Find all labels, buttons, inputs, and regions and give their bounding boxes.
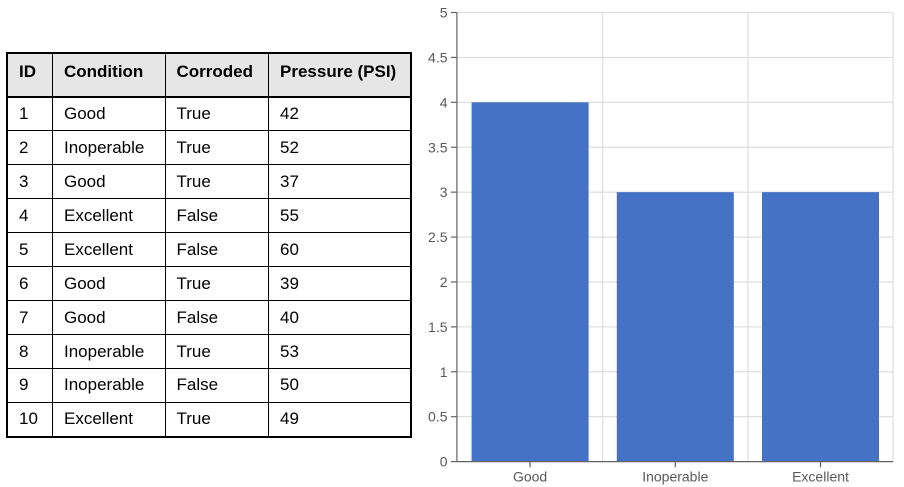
y-axis-label: 5 <box>440 5 448 21</box>
table-cell: Good <box>52 95 166 132</box>
table-body: 1 Good True 42 2 Inoperable True 52 3 Good True 37 4… <box>6 95 412 438</box>
bar-good <box>471 102 589 462</box>
y-axis-label: 3.5 <box>428 139 448 155</box>
pipes-table: ID Condition Corroded Pressure (PSI) 1 Good T… <box>6 52 412 438</box>
table-row: 4 Excellent False 55 <box>6 198 412 234</box>
table-cell: Excellent <box>52 232 166 268</box>
table-cell: Good <box>52 300 166 336</box>
category-label: Inoperable <box>642 468 708 484</box>
y-axis-label: 4.5 <box>428 49 448 65</box>
table-cell: False <box>164 198 269 234</box>
table-cell: False <box>164 368 269 403</box>
y-axis-label: 2.5 <box>428 229 448 245</box>
table-cell: Excellent <box>52 401 166 438</box>
y-axis-label: 1.5 <box>428 319 448 335</box>
table-row: 7 Good False 40 <box>6 300 412 336</box>
table-cell: True <box>164 334 269 369</box>
table-row: 1 Good True 42 <box>6 95 412 132</box>
table-row: 5 Excellent False 60 <box>6 232 412 268</box>
table-row: 6 Good True 39 <box>6 266 412 302</box>
y-axis-label: 3 <box>440 184 448 200</box>
category-label: Excellent <box>792 468 849 484</box>
table-cell: 10 <box>6 401 53 438</box>
y-axis-label: 0.5 <box>428 409 448 425</box>
column-header-id: ID <box>6 52 53 98</box>
y-axis-label: 2 <box>440 274 448 290</box>
table-cell: Inoperable <box>52 130 166 166</box>
table-row: 2 Inoperable True 52 <box>6 130 412 166</box>
table-cell: 52 <box>268 130 412 166</box>
table-cell: 60 <box>268 232 412 268</box>
y-axis-labels: 0 0.5 1 1.5 2 2.5 3 3.5 4 4.5 5 <box>428 5 448 470</box>
table-cell: Inoperable <box>52 368 166 403</box>
axes <box>450 11 894 468</box>
table-cell: 42 <box>268 95 412 132</box>
table-cell: 55 <box>268 198 412 234</box>
category-labels: Good Inoperable Excellent <box>513 468 849 484</box>
table-cell: 5 <box>6 232 53 268</box>
table-cell: 49 <box>268 401 412 438</box>
column-header-condition: Condition <box>52 52 166 98</box>
table-cell: True <box>164 95 269 132</box>
y-axis-label: 1 <box>440 364 448 380</box>
table-cell: True <box>164 130 269 166</box>
category-label: Good <box>513 468 547 484</box>
table-cell: Good <box>52 266 166 302</box>
table-cell: Excellent <box>52 198 166 234</box>
table-row: 10 Excellent True 49 <box>6 401 412 438</box>
table-cell: Inoperable <box>52 334 166 369</box>
table-header-row: ID Condition Corroded Pressure (PSI) <box>6 52 412 98</box>
table-row: 9 Inoperable False 50 <box>6 368 412 403</box>
y-axis-label: 0 <box>440 454 448 470</box>
y-axis-label: 4 <box>440 94 448 110</box>
table-cell: 9 <box>6 368 53 403</box>
table-cell: False <box>164 232 269 268</box>
bars <box>471 102 879 462</box>
bar-excellent <box>762 192 879 462</box>
table-cell: 50 <box>268 368 412 403</box>
table-cell: False <box>164 300 269 336</box>
column-header-pressure-psi: Pressure (PSI) <box>268 52 412 98</box>
table-cell: True <box>164 164 269 200</box>
bar-inoperable <box>616 192 734 462</box>
